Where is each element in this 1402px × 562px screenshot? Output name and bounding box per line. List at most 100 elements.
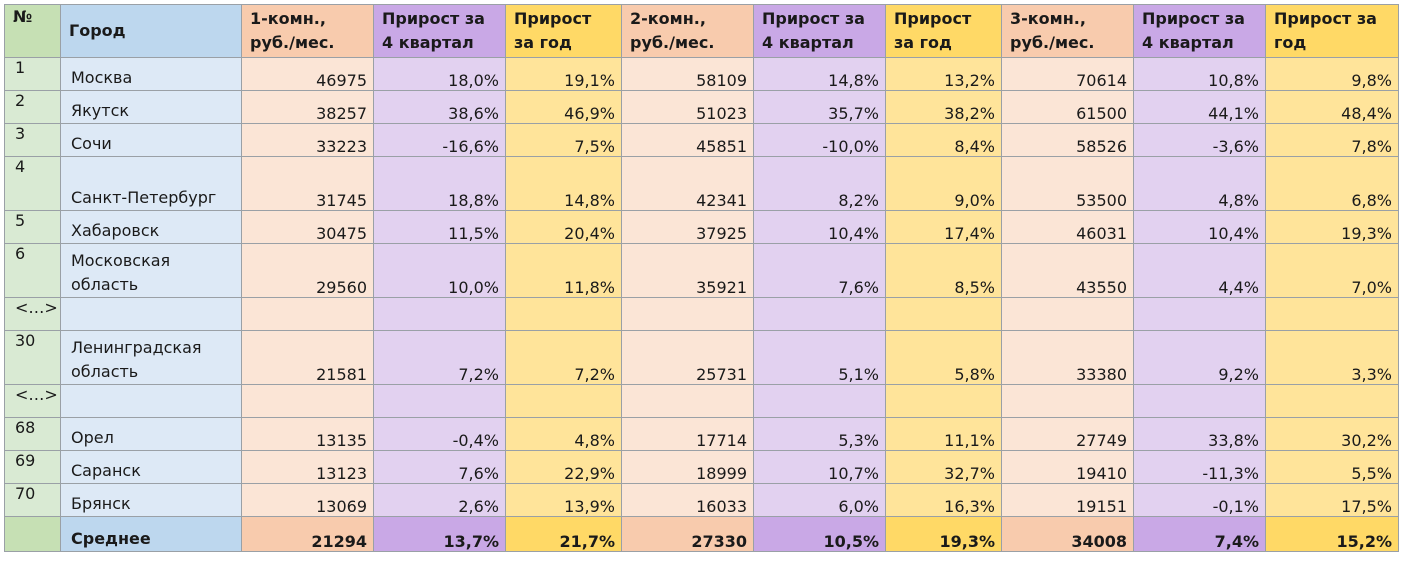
col-header-price-2room[interactable]: 2-комн., руб./мес.: [621, 4, 754, 58]
price-3room-cell[interactable]: [1001, 297, 1134, 331]
year-growth-2room-cell[interactable]: 11,1%: [885, 417, 1002, 451]
row-number-cell[interactable]: 70: [4, 483, 61, 517]
quarter-growth-3room-cell[interactable]: 9,2%: [1133, 330, 1266, 385]
year-growth-3room-cell[interactable]: 3,3%: [1265, 330, 1399, 385]
average-price-1room[interactable]: 21294: [241, 516, 374, 552]
city-cell[interactable]: [60, 384, 242, 418]
quarter-growth-2room-cell[interactable]: 10,4%: [753, 210, 886, 244]
year-growth-2room-cell[interactable]: 9,0%: [885, 156, 1002, 211]
price-1room-cell[interactable]: 33223: [241, 123, 374, 157]
quarter-growth-3room-cell[interactable]: -3,6%: [1133, 123, 1266, 157]
quarter-growth-3room-cell[interactable]: 44,1%: [1133, 90, 1266, 124]
quarter-growth-2room-cell[interactable]: 5,1%: [753, 330, 886, 385]
quarter-growth-1room-cell[interactable]: 10,0%: [373, 243, 506, 298]
price-3room-cell[interactable]: 70614: [1001, 57, 1134, 91]
row-number-cell[interactable]: 69: [4, 450, 61, 484]
price-1room-cell[interactable]: 46975: [241, 57, 374, 91]
city-cell[interactable]: Брянск: [60, 483, 242, 517]
price-1room-cell[interactable]: 29560: [241, 243, 374, 298]
price-3room-cell[interactable]: 19151: [1001, 483, 1134, 517]
city-cell[interactable]: Саранск: [60, 450, 242, 484]
price-1room-cell[interactable]: 30475: [241, 210, 374, 244]
col-header-number[interactable]: №: [4, 4, 61, 58]
quarter-growth-1room-cell[interactable]: 18,8%: [373, 156, 506, 211]
price-1room-cell[interactable]: 13123: [241, 450, 374, 484]
city-cell[interactable]: Хабаровск: [60, 210, 242, 244]
price-2room-cell[interactable]: 42341: [621, 156, 754, 211]
quarter-growth-2room-cell[interactable]: 10,7%: [753, 450, 886, 484]
year-growth-3room-cell[interactable]: 19,3%: [1265, 210, 1399, 244]
city-cell[interactable]: Москва: [60, 57, 242, 91]
quarter-growth-1room-cell[interactable]: 11,5%: [373, 210, 506, 244]
city-cell[interactable]: Орел: [60, 417, 242, 451]
quarter-growth-1room-cell[interactable]: 18,0%: [373, 57, 506, 91]
quarter-growth-2room-cell[interactable]: [753, 384, 886, 418]
price-2room-cell[interactable]: [621, 297, 754, 331]
price-3room-cell[interactable]: 46031: [1001, 210, 1134, 244]
year-growth-3room-cell[interactable]: 9,8%: [1265, 57, 1399, 91]
price-3room-cell[interactable]: 53500: [1001, 156, 1134, 211]
year-growth-3room-cell[interactable]: 48,4%: [1265, 90, 1399, 124]
year-growth-2room-cell[interactable]: 16,3%: [885, 483, 1002, 517]
row-number-cell[interactable]: 5: [4, 210, 61, 244]
year-growth-3room-cell[interactable]: 17,5%: [1265, 483, 1399, 517]
year-growth-2room-cell[interactable]: 8,4%: [885, 123, 1002, 157]
price-2room-cell[interactable]: 17714: [621, 417, 754, 451]
price-3room-cell[interactable]: 43550: [1001, 243, 1134, 298]
year-growth-2room-cell[interactable]: 38,2%: [885, 90, 1002, 124]
year-growth-1room-cell[interactable]: [505, 384, 622, 418]
price-2room-cell[interactable]: 51023: [621, 90, 754, 124]
quarter-growth-2room-cell[interactable]: 14,8%: [753, 57, 886, 91]
average-year-growth-3room[interactable]: 15,2%: [1265, 516, 1399, 552]
quarter-growth-1room-cell[interactable]: -16,6%: [373, 123, 506, 157]
col-header-year-growth-3room[interactable]: Прирост за год: [1265, 4, 1399, 58]
year-growth-3room-cell[interactable]: [1265, 297, 1399, 331]
year-growth-1room-cell[interactable]: [505, 297, 622, 331]
quarter-growth-3room-cell[interactable]: [1133, 384, 1266, 418]
quarter-growth-2room-cell[interactable]: 35,7%: [753, 90, 886, 124]
price-3room-cell[interactable]: 61500: [1001, 90, 1134, 124]
year-growth-1room-cell[interactable]: 46,9%: [505, 90, 622, 124]
row-number-cell[interactable]: 1: [4, 57, 61, 91]
price-1room-cell[interactable]: 13135: [241, 417, 374, 451]
year-growth-1room-cell[interactable]: 4,8%: [505, 417, 622, 451]
price-2room-cell[interactable]: 37925: [621, 210, 754, 244]
price-1room-cell[interactable]: 38257: [241, 90, 374, 124]
price-3room-cell[interactable]: [1001, 384, 1134, 418]
quarter-growth-2room-cell[interactable]: 5,3%: [753, 417, 886, 451]
price-2room-cell[interactable]: 16033: [621, 483, 754, 517]
year-growth-2room-cell[interactable]: 8,5%: [885, 243, 1002, 298]
quarter-growth-1room-cell[interactable]: 2,6%: [373, 483, 506, 517]
city-cell[interactable]: Якутск: [60, 90, 242, 124]
year-growth-2room-cell[interactable]: 5,8%: [885, 330, 1002, 385]
price-2room-cell[interactable]: 18999: [621, 450, 754, 484]
row-number-cell[interactable]: 3: [4, 123, 61, 157]
city-cell[interactable]: Московская область: [60, 243, 242, 298]
price-3room-cell[interactable]: 19410: [1001, 450, 1134, 484]
year-growth-2room-cell[interactable]: 13,2%: [885, 57, 1002, 91]
price-3room-cell[interactable]: 58526: [1001, 123, 1134, 157]
price-1room-cell[interactable]: 13069: [241, 483, 374, 517]
price-3room-cell[interactable]: 27749: [1001, 417, 1134, 451]
col-header-price-3room[interactable]: 3-комн., руб./мес.: [1001, 4, 1134, 58]
year-growth-1room-cell[interactable]: 7,5%: [505, 123, 622, 157]
quarter-growth-1room-cell[interactable]: 7,2%: [373, 330, 506, 385]
year-growth-2room-cell[interactable]: 17,4%: [885, 210, 1002, 244]
average-quarter-growth-1room[interactable]: 13,7%: [373, 516, 506, 552]
price-1room-cell[interactable]: 31745: [241, 156, 374, 211]
year-growth-1room-cell[interactable]: 7,2%: [505, 330, 622, 385]
row-number-cell[interactable]: <…>: [4, 297, 61, 331]
row-number-cell[interactable]: 4: [4, 156, 61, 211]
col-header-price-1room[interactable]: 1-комн., руб./мес.: [241, 4, 374, 58]
average-quarter-growth-2room[interactable]: 10,5%: [753, 516, 886, 552]
year-growth-3room-cell[interactable]: [1265, 384, 1399, 418]
quarter-growth-1room-cell[interactable]: 7,6%: [373, 450, 506, 484]
price-2room-cell[interactable]: 58109: [621, 57, 754, 91]
row-number-cell[interactable]: 68: [4, 417, 61, 451]
quarter-growth-3room-cell[interactable]: 10,8%: [1133, 57, 1266, 91]
col-header-year-growth-2room[interactable]: Прирост за год: [885, 4, 1002, 58]
col-header-quarter-growth-1room[interactable]: Прирост за 4 квартал: [373, 4, 506, 58]
quarter-growth-3room-cell[interactable]: [1133, 297, 1266, 331]
row-number-cell[interactable]: 6: [4, 243, 61, 298]
average-quarter-growth-3room[interactable]: 7,4%: [1133, 516, 1266, 552]
